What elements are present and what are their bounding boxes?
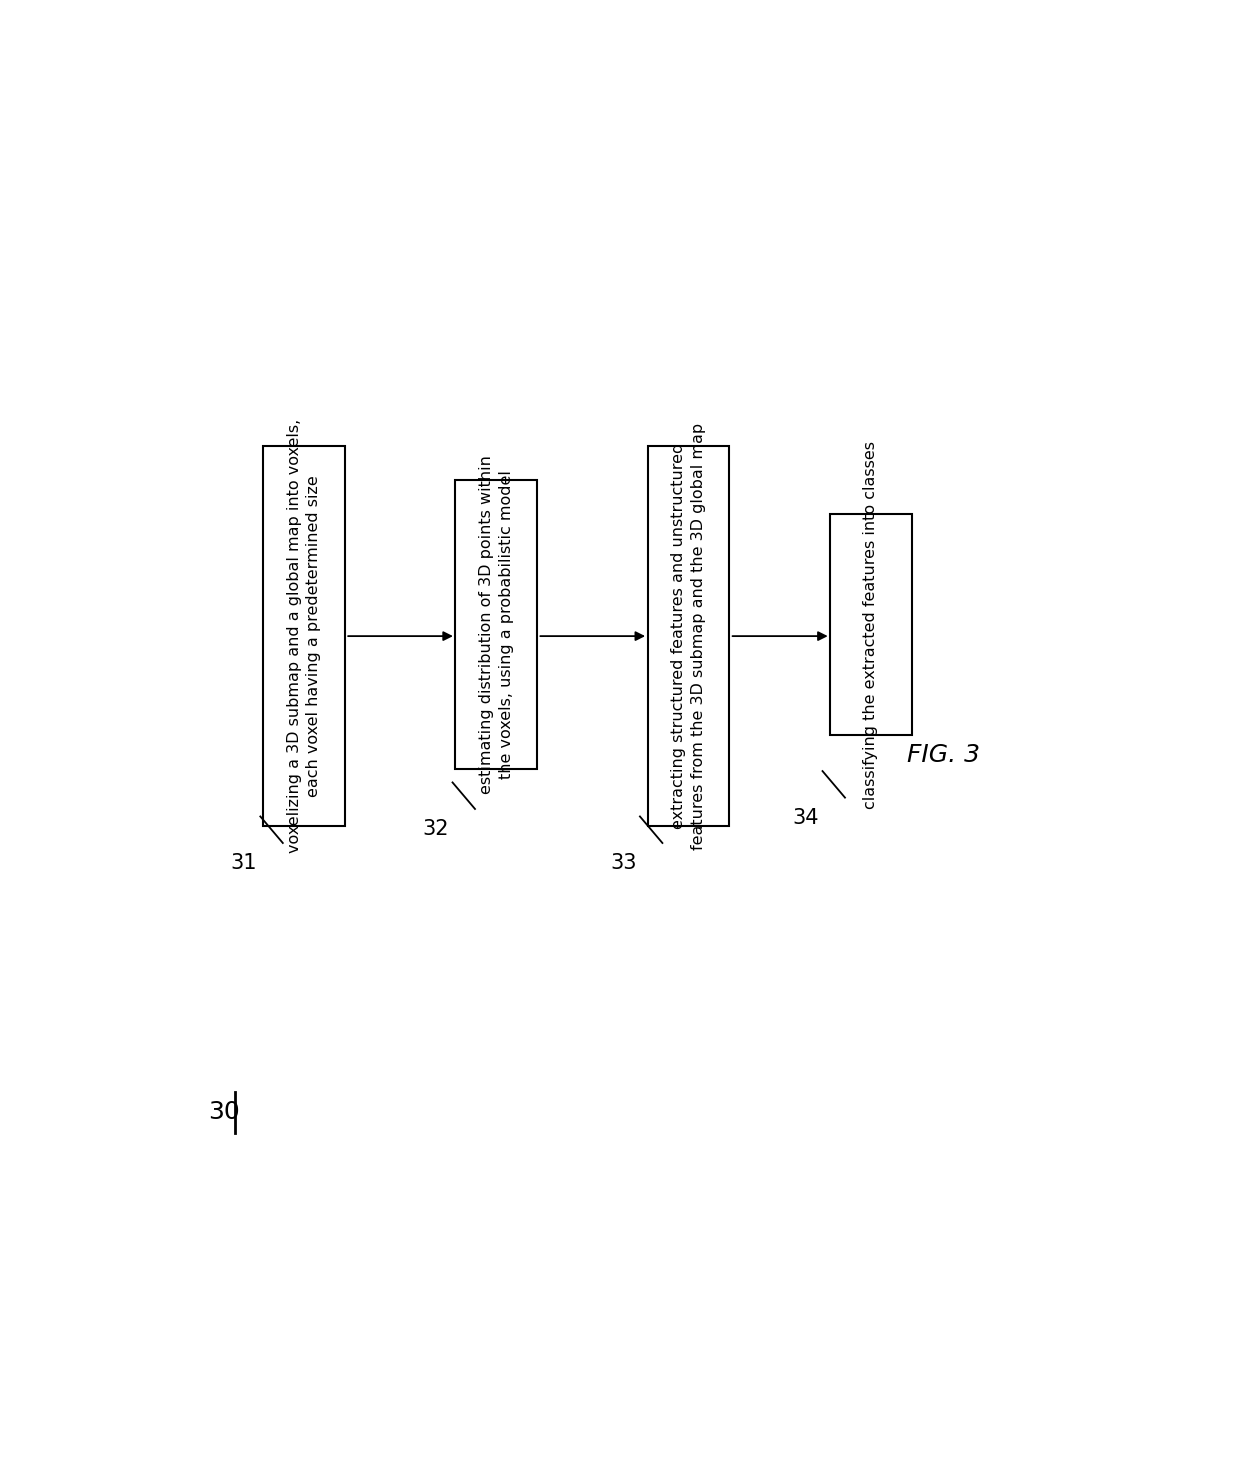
Bar — [647, 446, 729, 826]
Text: 31: 31 — [231, 853, 257, 873]
Text: classifying the extracted features into classes: classifying the extracted features into … — [863, 440, 878, 809]
Bar — [263, 446, 345, 826]
Bar — [830, 514, 911, 735]
Text: voxelizing a 3D submap and a global map into voxels,
each voxel having a predete: voxelizing a 3D submap and a global map … — [286, 418, 321, 853]
Text: 33: 33 — [610, 853, 636, 873]
Text: 34: 34 — [792, 807, 820, 828]
Text: estimating distribution of 3D points within
the voxels, using a probabilistic mo: estimating distribution of 3D points wit… — [479, 455, 513, 794]
Text: extracting structured features and unstructured
features from the 3D submap and : extracting structured features and unstr… — [671, 423, 706, 850]
Text: 30: 30 — [208, 1100, 239, 1124]
Text: 32: 32 — [423, 819, 449, 840]
Text: FIG. 3: FIG. 3 — [906, 744, 980, 767]
Bar — [455, 480, 537, 769]
